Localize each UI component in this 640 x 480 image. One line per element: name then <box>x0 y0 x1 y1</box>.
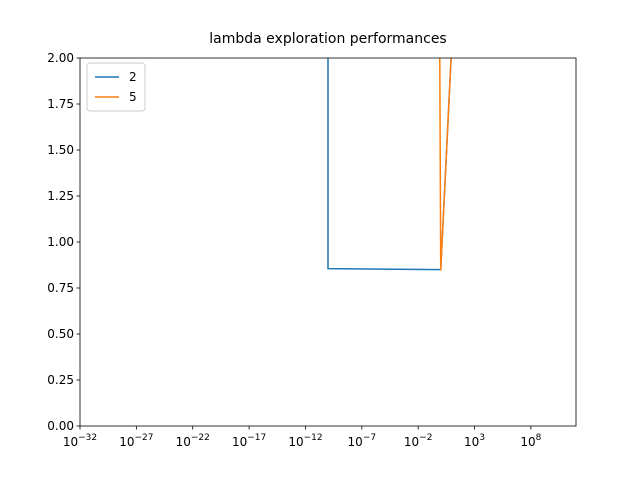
plot-area <box>327 58 452 271</box>
y-tick-label: 0.25 <box>47 373 74 387</box>
legend-box <box>86 62 146 112</box>
y-tick-label: 1.00 <box>47 235 74 249</box>
x-tick-label: 10−12 <box>288 433 322 449</box>
legend-label: 2 <box>129 70 137 84</box>
x-tick-label: 103 <box>464 433 485 449</box>
x-tick-label: 10−27 <box>119 433 153 449</box>
chart-title: lambda exploration performances <box>209 31 446 47</box>
y-tick-label: 2.00 <box>47 51 74 65</box>
y-tick-label: 0.50 <box>47 327 74 341</box>
x-tick-label: 10−32 <box>63 433 97 449</box>
series-line <box>439 58 452 271</box>
x-tick-label: 108 <box>520 433 541 449</box>
y-tick-label: 1.75 <box>47 97 74 111</box>
y-tick-label: 1.50 <box>47 143 74 157</box>
x-tick-label: 10−17 <box>232 433 266 449</box>
y-tick-label: 0.75 <box>47 281 74 295</box>
x-tick-label: 10−7 <box>348 433 377 449</box>
y-tick-label: 1.25 <box>47 189 74 203</box>
x-tick-label: 10−2 <box>404 433 433 449</box>
x-tick-label: 10−22 <box>176 433 210 449</box>
y-tick-label: 0.00 <box>47 419 74 433</box>
legend-label: 5 <box>129 90 137 104</box>
